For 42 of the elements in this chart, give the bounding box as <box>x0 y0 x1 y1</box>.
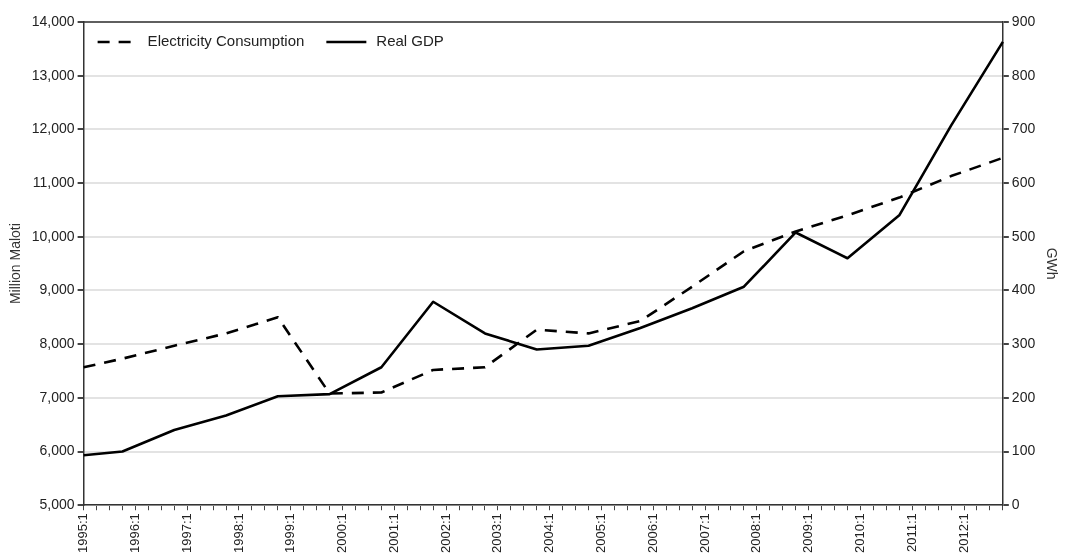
x-tick-label: 2008:1 <box>748 513 764 553</box>
x-tick-label: 2003:1 <box>489 513 505 553</box>
y2-tick-label: 400 <box>1011 281 1036 298</box>
y-tick-label: 14,000 <box>31 12 75 29</box>
y-tick-label: 6,000 <box>39 442 75 459</box>
y-tick-label: 8,000 <box>39 335 75 352</box>
x-tick-label: 2011:1 <box>903 513 919 553</box>
x-tick-label: 2001:1 <box>385 513 401 553</box>
y2-tick-label: 100 <box>1011 442 1036 459</box>
y-tick-label: 10,000 <box>31 227 75 244</box>
x-tick-label: 1997:1 <box>178 513 194 553</box>
x-tick-label: 1999:1 <box>282 513 298 553</box>
y2-tick-label: 800 <box>1011 66 1036 83</box>
y-tick-label: 7,000 <box>39 388 75 405</box>
y-tick-label: 13,000 <box>31 66 75 83</box>
y2-tick-label: 300 <box>1011 335 1036 352</box>
x-tick-label: 2004:1 <box>541 513 557 553</box>
x-tick-label: 1996:1 <box>126 513 142 553</box>
y-tick-label: 9,000 <box>39 281 75 298</box>
x-tick-label: 1998:1 <box>230 513 246 553</box>
legend-label: Electricity Consumption <box>147 32 305 50</box>
x-tick-label: 2007:1 <box>696 513 712 553</box>
y2-tick-label: 600 <box>1011 173 1036 190</box>
y-tick-label: 5,000 <box>39 496 75 513</box>
y2-tick-label: 700 <box>1011 120 1036 137</box>
y-tick-label: 12,000 <box>31 120 75 137</box>
y2-tick-label: 500 <box>1011 227 1036 244</box>
y2-tick-label: 0 <box>1011 496 1020 513</box>
x-tick-label: 2002:1 <box>437 513 453 553</box>
y-axis-title: Million Maloti <box>7 223 24 305</box>
x-tick-label: 2005:1 <box>593 513 609 553</box>
x-tick-label: 2010:1 <box>852 513 868 553</box>
x-tick-label: 2012:1 <box>955 513 971 553</box>
x-tick-label: 2009:1 <box>800 513 816 553</box>
y2-tick-label: 200 <box>1011 388 1036 405</box>
x-tick-label: 2000:1 <box>334 513 350 553</box>
legend-label: Real GDP <box>376 32 444 50</box>
y-tick-label: 11,000 <box>32 173 75 190</box>
y2-tick-label: 900 <box>1011 12 1036 29</box>
x-tick-label: 2006:1 <box>644 513 660 553</box>
y2-axis-title: GWh <box>1043 247 1060 280</box>
x-tick-label: 1995:1 <box>75 513 91 553</box>
